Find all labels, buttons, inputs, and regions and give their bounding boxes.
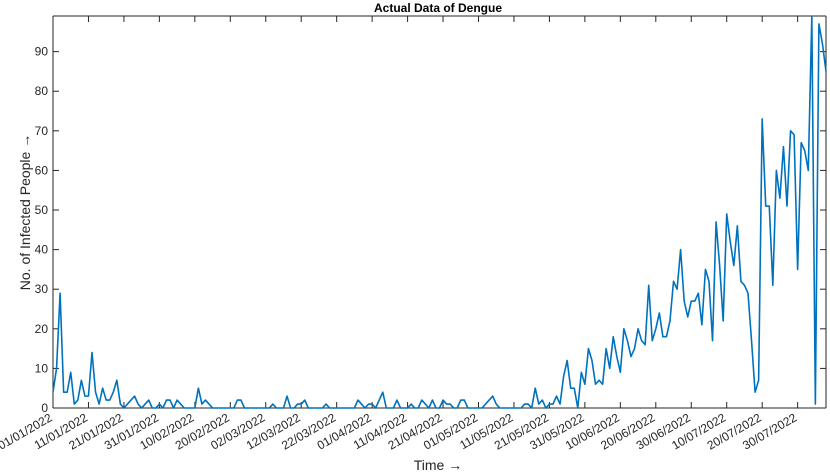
- y-tick-label: 90: [35, 45, 49, 59]
- series-layer: [52, 15, 827, 409]
- series-line-dengue: [52, 15, 827, 409]
- y-tick-label: 0: [41, 401, 48, 415]
- chart-title: Actual Data of Dengue: [374, 1, 502, 15]
- y-tick-label: 40: [35, 243, 49, 257]
- plot-frame: [52, 15, 827, 409]
- y-tick-label: 50: [35, 203, 49, 217]
- x-axis-title: Time →: [414, 457, 462, 472]
- y-axis-ticks: 0 10 20 30 40 50 60 70 80 90: [35, 45, 826, 415]
- y-tick-label: 10: [35, 361, 49, 375]
- y-tick-label: 30: [35, 282, 49, 296]
- x-axis-ticks: 01/01/202211/01/202221/01/202231/01/2022…: [0, 16, 799, 453]
- y-tick-label: 20: [35, 322, 49, 336]
- y-axis-title: No. of Infected People →: [17, 134, 33, 290]
- y-tick-label: 70: [35, 124, 49, 138]
- y-tick-label: 80: [35, 84, 49, 98]
- y-tick-label: 60: [35, 163, 49, 177]
